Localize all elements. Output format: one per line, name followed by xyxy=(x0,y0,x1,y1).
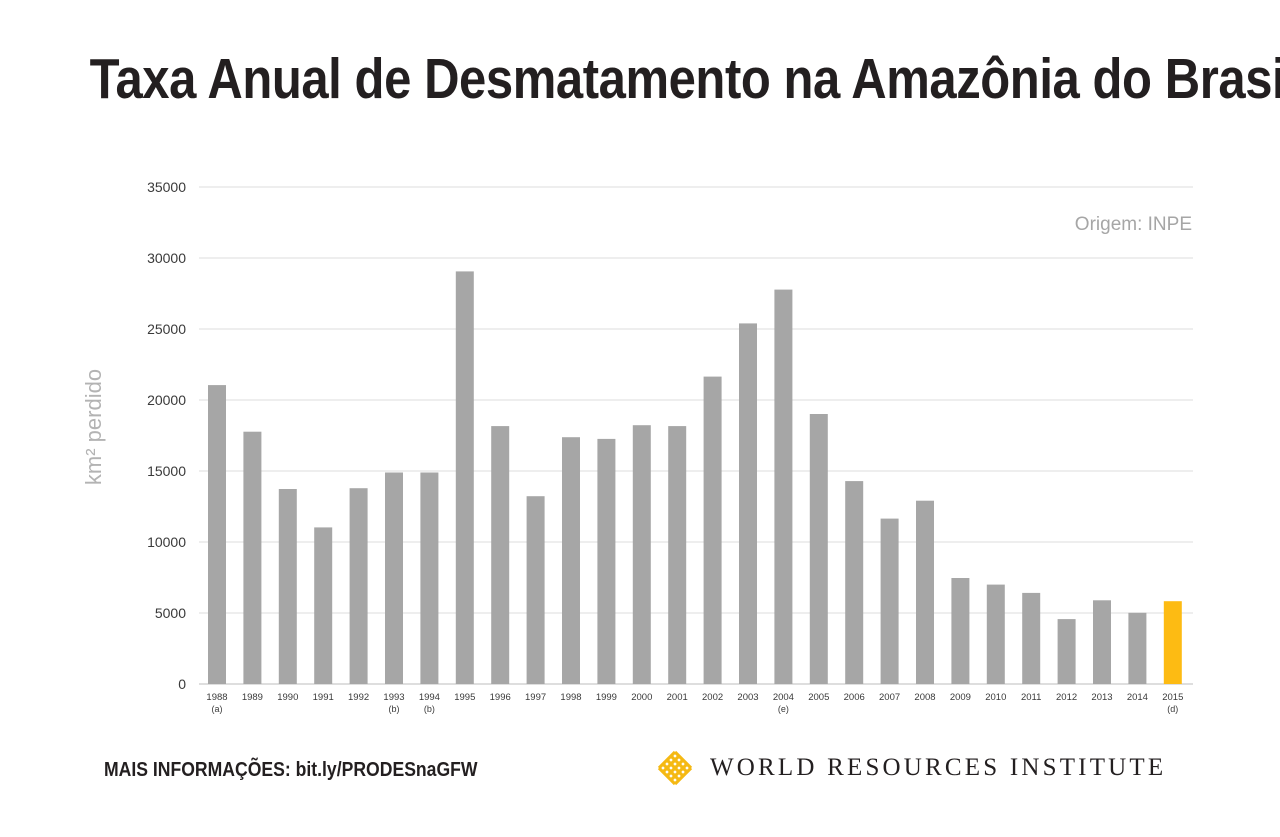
x-tick-label: 1990 xyxy=(277,692,298,703)
x-tick-label: 2010 xyxy=(985,692,1006,703)
x-tick-label: 2007 xyxy=(879,692,900,703)
y-axis-label: km² perdido xyxy=(81,369,106,485)
bar-1988 xyxy=(208,385,226,684)
x-tick-label: 1988 xyxy=(206,692,227,703)
x-tick-label: 2009 xyxy=(950,692,971,703)
bar-2001 xyxy=(668,426,687,684)
y-tick-label: 20000 xyxy=(147,392,186,408)
x-tick-label: 2001 xyxy=(667,692,688,703)
x-tick-note: (b) xyxy=(424,704,435,714)
bar-1998 xyxy=(562,437,580,684)
y-tick-label: 0 xyxy=(178,676,186,692)
source-note: Origem: INPE xyxy=(1075,214,1192,235)
y-tick-label: 30000 xyxy=(147,250,186,266)
bar-2010 xyxy=(986,584,1005,684)
wri-lattice-logo-icon xyxy=(657,750,693,786)
x-axis-tick-labels: 1988(a)1989 1990 1991 1992 1993(b)1994(b)199… xyxy=(206,692,1183,714)
x-tick-label: 2002 xyxy=(702,692,723,703)
bar-2015 xyxy=(1163,601,1182,684)
x-tick-label: 2005 xyxy=(808,692,829,703)
x-tick-label: 1994 xyxy=(419,692,440,703)
bar-2005 xyxy=(809,414,828,684)
x-tick-label: 2013 xyxy=(1091,692,1112,703)
bar-1992 xyxy=(349,488,368,684)
bar-2000 xyxy=(632,425,651,684)
bar-1993 xyxy=(385,472,403,684)
more-info-link[interactable]: MAIS INFORMAÇÕES: bit.ly/PRODESnaGFW xyxy=(104,759,478,781)
x-tick-label: 1996 xyxy=(490,692,511,703)
bar-2003 xyxy=(739,323,757,684)
x-tick-label: 1995 xyxy=(454,692,475,703)
x-tick-label: 1992 xyxy=(348,692,369,703)
bar-1994 xyxy=(420,472,439,684)
gridlines xyxy=(199,186,1193,685)
organization-name: WORLD RESOURCES INSTITUTE xyxy=(710,754,1167,781)
x-tick-label: 2011 xyxy=(1021,692,1041,703)
x-tick-note: (a) xyxy=(212,704,223,714)
bar-2013 xyxy=(1093,600,1111,684)
x-tick-label: 2015 xyxy=(1162,692,1183,703)
bar-1990 xyxy=(278,489,297,684)
y-tick-label: 5000 xyxy=(155,605,186,621)
bar-chart: 0 5000 10000 15000 20000 25000 30000 35000 1988… xyxy=(81,179,1193,714)
x-tick-label: 2014 xyxy=(1127,692,1148,703)
x-tick-label: 1993 xyxy=(383,692,404,703)
chart-title: Taxa Anual de Desmatamento na Amazônia d… xyxy=(89,47,1280,111)
wri-brand: WORLD RESOURCES INSTITUTE xyxy=(652,744,1166,792)
bars xyxy=(208,271,1182,684)
x-tick-label: 1997 xyxy=(525,692,546,703)
bar-1989 xyxy=(243,431,262,684)
bar-2009 xyxy=(951,578,970,684)
x-tick-label: 2012 xyxy=(1056,692,1077,703)
bar-1995 xyxy=(455,271,474,684)
bar-1991 xyxy=(314,527,333,684)
x-tick-label: 2004 xyxy=(773,692,794,703)
logo-stroke xyxy=(673,750,693,770)
bar-1999 xyxy=(597,438,616,684)
x-tick-label: 1998 xyxy=(560,692,581,703)
logo-stroke xyxy=(669,762,689,782)
x-tick-note: (d) xyxy=(1167,704,1178,714)
y-axis-tick-labels: 0 5000 10000 15000 20000 25000 30000 35000 xyxy=(147,179,186,692)
bar-2012 xyxy=(1057,619,1076,684)
logo-stroke xyxy=(665,758,685,778)
bar-1997 xyxy=(526,496,545,684)
bar-2007 xyxy=(880,518,899,684)
x-tick-label: 1991 xyxy=(313,692,334,703)
y-tick-label: 25000 xyxy=(147,321,186,337)
y-tick-label: 35000 xyxy=(147,179,186,195)
x-tick-label: 1989 xyxy=(242,692,263,703)
x-tick-label: 1999 xyxy=(596,692,617,703)
bar-2006 xyxy=(845,481,864,684)
x-tick-label: 2000 xyxy=(631,692,652,703)
y-tick-label: 15000 xyxy=(147,463,186,479)
x-tick-note: (e) xyxy=(778,704,789,714)
bar-1996 xyxy=(491,426,510,684)
x-tick-label: 2006 xyxy=(844,692,865,703)
bar-2014 xyxy=(1128,612,1147,684)
x-tick-note: (b) xyxy=(389,704,400,714)
x-tick-label: 2003 xyxy=(737,692,758,703)
bar-2002 xyxy=(703,376,722,684)
x-tick-label: 2008 xyxy=(914,692,935,703)
bar-2004 xyxy=(774,289,793,684)
logo-stroke xyxy=(669,754,689,774)
bar-2011 xyxy=(1022,592,1041,684)
y-tick-label: 10000 xyxy=(147,534,186,550)
bar-2008 xyxy=(916,500,934,684)
logo-stroke xyxy=(673,766,693,786)
